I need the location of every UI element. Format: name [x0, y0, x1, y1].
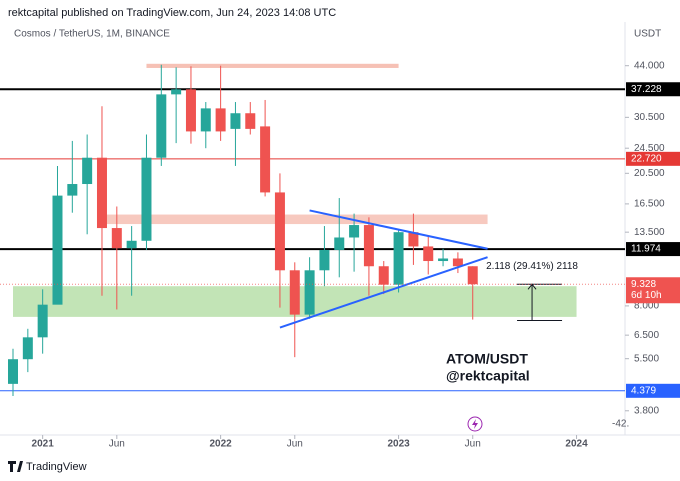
- x-tick-label: 2021: [32, 439, 55, 450]
- x-tick-label: 2022: [209, 439, 232, 450]
- candle-body: [408, 232, 419, 247]
- candle-body: [378, 266, 389, 285]
- zone: [101, 214, 488, 225]
- countdown: 6d 10h: [631, 290, 662, 301]
- candle-body: [438, 258, 449, 262]
- y-tick-label: 16.500: [634, 199, 665, 210]
- candle-body: [363, 225, 374, 267]
- candle-body: [37, 304, 48, 338]
- y-tick-label: 20.500: [634, 168, 665, 179]
- candle-body: [141, 157, 152, 241]
- candle-body: [245, 113, 256, 129]
- trendline: [279, 256, 488, 329]
- x-tick-label: 2023: [387, 439, 410, 450]
- publisher: rektcapital published on TradingView.com…: [8, 7, 336, 19]
- candle-body: [393, 232, 404, 285]
- price-label: 4.379: [631, 385, 656, 396]
- candle-body: [22, 337, 33, 360]
- event-icon-bolt: [472, 419, 478, 429]
- symbol-title: Cosmos / TetherUS, 1M, BINANCE: [14, 29, 170, 40]
- measure-label: 2.118 (29.41%) 2118: [486, 261, 578, 272]
- x-tick-label: Jun: [465, 439, 481, 450]
- candle-body: [334, 237, 345, 250]
- candle-body: [452, 258, 463, 267]
- annotation: ATOM/USDT: [446, 351, 528, 367]
- candle-body: [185, 89, 196, 132]
- footer-logo: [8, 461, 23, 472]
- candle-body: [8, 359, 18, 384]
- annotation: @rektcapital: [446, 368, 530, 384]
- x-tick-label: 2024: [565, 439, 588, 450]
- candle-body: [274, 192, 285, 271]
- price-label-bg: [626, 383, 680, 398]
- candle-body: [230, 113, 241, 129]
- y-tick-label: 3.800: [634, 405, 659, 416]
- trendline: [309, 209, 488, 250]
- candle-body: [349, 225, 360, 238]
- price-label-bg: [626, 82, 680, 97]
- candle-body: [289, 270, 300, 315]
- candle-body: [111, 228, 122, 249]
- price-label: 37.228: [631, 84, 662, 95]
- candle-body: [52, 195, 63, 305]
- candle-body: [67, 184, 78, 196]
- y-tick-label: 44.000: [634, 60, 665, 71]
- candle-body: [171, 89, 182, 95]
- measure-arrow: [527, 283, 537, 290]
- price-label: 11.974: [631, 244, 661, 255]
- y-tick-label: 13.500: [634, 227, 665, 238]
- y-tick-label: 8.000: [634, 301, 659, 312]
- y-tick-label: 24.500: [634, 143, 665, 154]
- candle-body: [215, 108, 226, 132]
- price-label: 9.328: [631, 279, 656, 290]
- price-label-bg: [626, 277, 680, 304]
- price-label-bg: [626, 242, 680, 257]
- candle-body: [200, 108, 211, 132]
- candle-body: [126, 240, 137, 249]
- candle-body: [467, 266, 478, 285]
- candle-body: [319, 249, 330, 271]
- x-tick-label: Jun: [109, 439, 125, 450]
- candle-body: [423, 246, 434, 262]
- price-label: 22.720: [631, 153, 662, 164]
- y-tick-label: 6.500: [634, 330, 659, 341]
- candle-body: [156, 94, 167, 158]
- plot: [0, 63, 625, 397]
- x-tick-label: Jun: [287, 439, 303, 450]
- axis-fragment: -42.: [612, 419, 629, 430]
- price-label-bg: [626, 151, 680, 166]
- candle-body: [260, 126, 271, 193]
- y-tick-label: 30.500: [634, 112, 665, 123]
- candle-body: [82, 157, 93, 185]
- y-axis-label: USDT: [634, 29, 661, 40]
- y-tick-label: 5.500: [634, 353, 659, 364]
- footer-brand: TradingView: [26, 461, 87, 473]
- zone: [146, 63, 399, 68]
- candle-body: [304, 270, 315, 315]
- candle-body: [96, 157, 107, 229]
